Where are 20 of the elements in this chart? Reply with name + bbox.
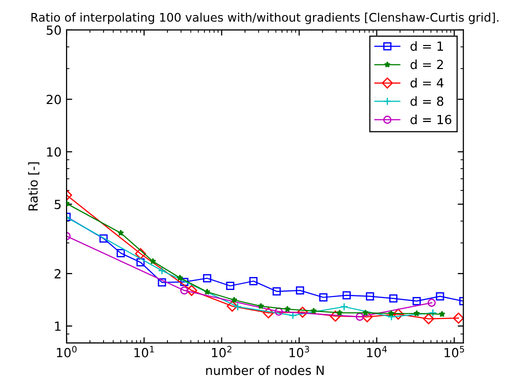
x-tick-label: 10$^{2}$ bbox=[212, 346, 232, 358]
chart-title: Ratio of interpolating 100 values with/without gradients [Clenshaw-Curtis grid]. bbox=[31, 12, 498, 24]
y-tick-label: 20 bbox=[46, 94, 61, 104]
legend-label: d = 2 bbox=[410, 60, 443, 70]
x-tick-label: 10$^{0}$ bbox=[56, 346, 77, 358]
y-tick-label: 2 bbox=[54, 269, 60, 278]
x-tick-label: 10$^{3}$ bbox=[290, 346, 310, 358]
legend-label: d = 4 bbox=[410, 78, 444, 88]
legend-label: d = 8 bbox=[410, 96, 444, 106]
legend-label: d = 16 bbox=[410, 114, 452, 124]
legend-label: d = 1 bbox=[410, 41, 443, 51]
y-tick-label: 10 bbox=[47, 147, 61, 157]
y-axis-title: Ratio [-] bbox=[28, 162, 40, 210]
y-tick-label: 5 bbox=[54, 200, 61, 210]
x-tick-label: 10$^{5}$ bbox=[444, 346, 464, 358]
x-tick-label: 10$^{4}$ bbox=[367, 346, 387, 358]
x-axis-title: number of nodes N bbox=[206, 365, 324, 376]
x-tick-label: 10$^{1}$ bbox=[134, 346, 154, 358]
y-tick-label: 1 bbox=[55, 322, 61, 331]
y-tick-label: 50 bbox=[46, 25, 61, 35]
